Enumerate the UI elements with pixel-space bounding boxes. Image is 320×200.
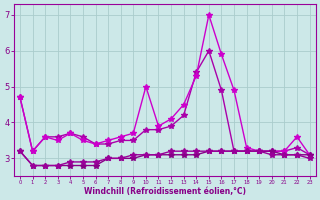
X-axis label: Windchill (Refroidissement éolien,°C): Windchill (Refroidissement éolien,°C) (84, 187, 246, 196)
